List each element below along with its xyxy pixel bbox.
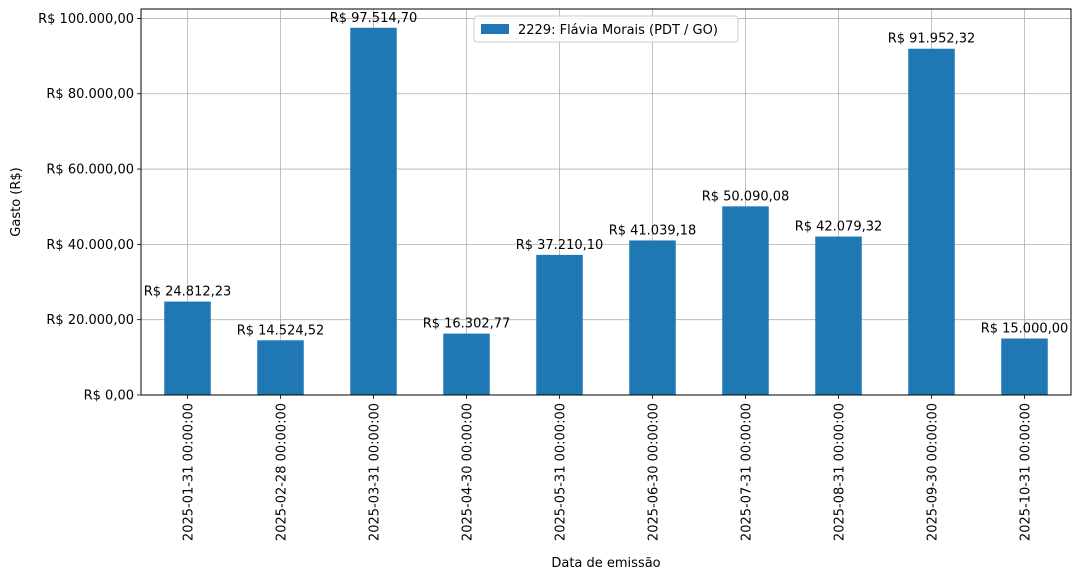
legend-box (473, 15, 739, 43)
data-label: R$ 15.000,00 (981, 322, 1069, 337)
data-label: R$ 91.952,32 (888, 32, 976, 47)
x-tick-label: 2025-05-31 00:00:00 (554, 403, 569, 541)
data-label: R$ 41.039,18 (609, 223, 697, 238)
bar (536, 254, 583, 395)
x-tick-label: 2025-09-30 00:00:00 (926, 403, 941, 541)
data-label: R$ 97.514,70 (330, 11, 418, 26)
y-tick-label: R$ 100.000,00 (38, 12, 134, 27)
bar (164, 301, 211, 395)
data-label: R$ 14.524,52 (237, 323, 325, 338)
legend-swatch (481, 24, 509, 34)
bar (908, 48, 955, 396)
x-axis-label: Data de emissão (551, 556, 660, 571)
legend-entry: 2229: Flávia Morais (PDT / GO) (518, 23, 718, 38)
y-axis-label: Gasto (R$) (9, 167, 24, 236)
plot-frame (140, 8, 1072, 396)
x-axis: 2025-01-31 00:00:00 2025-02-28 00:00:00 20… (182, 395, 1034, 541)
data-label: R$ 16.302,77 (423, 317, 511, 332)
bar (1001, 338, 1048, 395)
y-tick-label: R$ 0,00 (84, 389, 134, 404)
legend: 2229: Flávia Morais (PDT / GO) (473, 15, 739, 43)
bar (815, 236, 862, 395)
y-axis: R$ 0,00 R$ 20.000,00 R$ 40.000,00 R$ 60.000… (38, 12, 141, 404)
data-label: R$ 50.090,08 (702, 189, 790, 204)
bar (443, 333, 490, 395)
data-label: R$ 37.210,10 (516, 238, 604, 253)
bar (350, 27, 397, 395)
x-tick-label: 2025-10-31 00:00:00 (1019, 403, 1034, 541)
bars (164, 27, 1048, 396)
data-labels: R$ 24.812,23 R$ 14.524,52 R$ 97.514,70 R$ 1… (144, 11, 1069, 339)
x-tick-label: 2025-08-31 00:00:00 (833, 403, 848, 541)
bar (629, 240, 676, 395)
x-tick-label: 2025-02-28 00:00:00 (275, 403, 290, 541)
y-tick-label: R$ 80.000,00 (46, 87, 134, 102)
data-label: R$ 42.079,32 (795, 220, 883, 235)
y-tick-label: R$ 40.000,00 (46, 238, 134, 253)
data-label: R$ 24.812,23 (144, 285, 232, 300)
x-tick-label: 2025-07-31 00:00:00 (740, 403, 755, 541)
x-tick-label: 2025-06-30 00:00:00 (647, 403, 662, 541)
x-tick-label: 2025-01-31 00:00:00 (182, 403, 197, 541)
x-tick-label: 2025-04-30 00:00:00 (461, 403, 476, 541)
bar (722, 206, 769, 395)
bar (257, 340, 304, 395)
y-tick-label: R$ 20.000,00 (46, 313, 134, 328)
x-tick-label: 2025-03-31 00:00:00 (368, 403, 383, 541)
y-tick-label: R$ 60.000,00 (46, 163, 134, 178)
